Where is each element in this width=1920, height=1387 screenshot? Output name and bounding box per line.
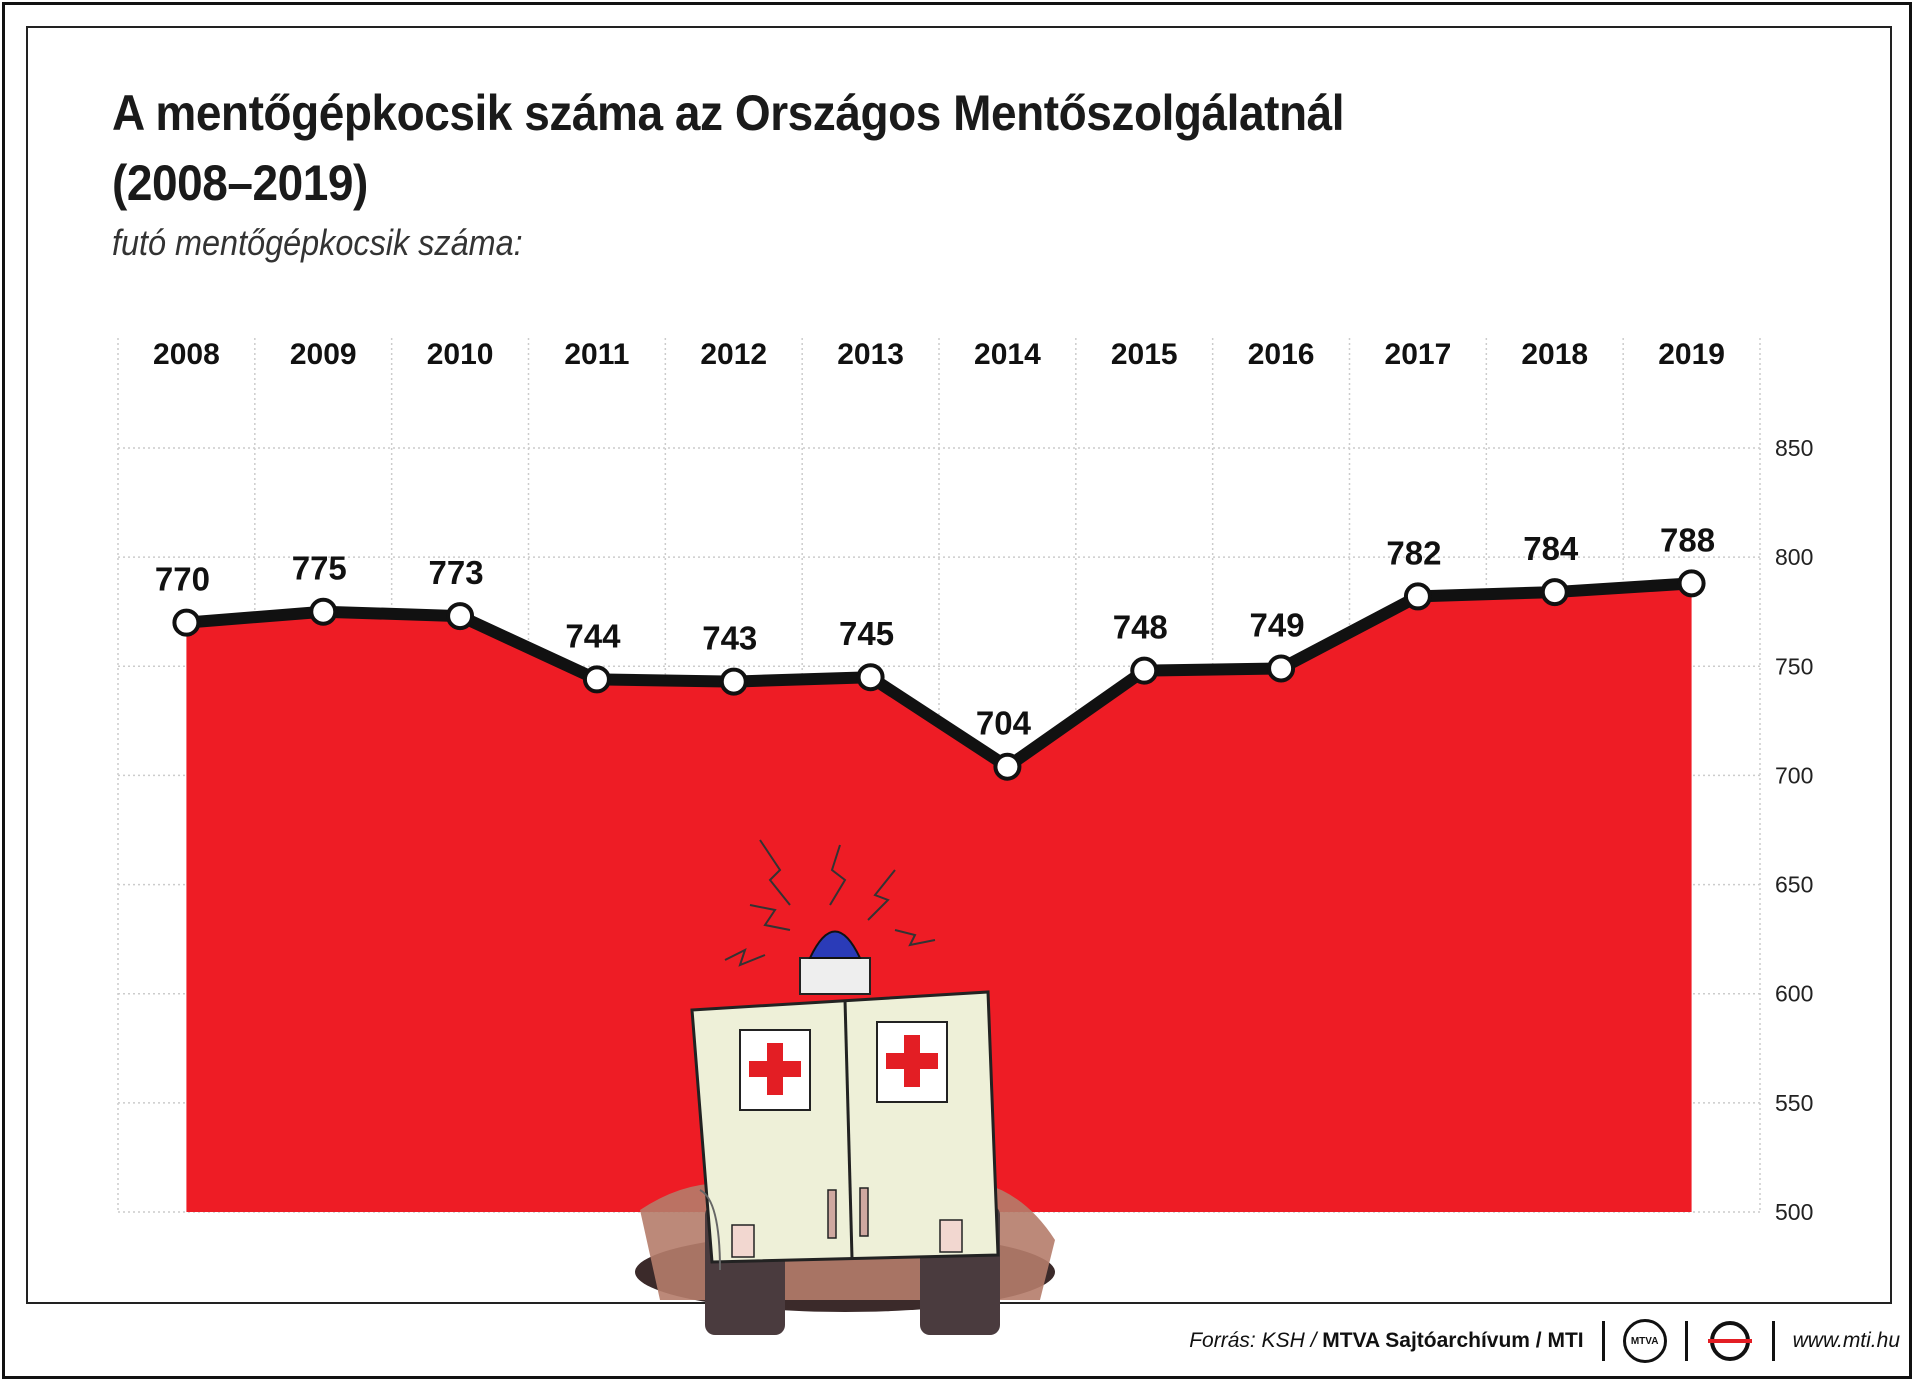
data-point [1540,578,1569,607]
spark-3 [867,869,896,921]
y-tick-label: 500 [1775,1199,1813,1225]
y-axis-labels: 500 550 600 650 700 750 800 850 [1775,435,1813,1225]
source-prefix: Forrás: KSH / [1189,1329,1317,1352]
data-point [993,752,1022,781]
chart-title-line2: (2008–2019) [112,155,368,211]
footer: Forrás: KSH / MTVA Sajtóarchívum / MTI M… [1189,1316,1900,1366]
x-tick-label: 2013 [837,338,904,371]
x-tick-label: 2019 [1658,338,1725,371]
y-tick-label: 650 [1775,872,1813,898]
data-point [1130,656,1159,685]
data-point [172,608,201,637]
data-label: 773 [429,554,484,591]
chart-subtitle: futó mentőgépkocsik száma: [112,222,523,263]
source-text: Forrás: KSH / MTVA Sajtóarchívum / MTI [1189,1329,1583,1353]
chart-title: A mentőgépkocsik száma az Országos Mentő… [112,78,1492,218]
area-fill-group [186,583,1692,1212]
x-tick-label: 2011 [564,338,629,371]
x-tick-label: 2014 [974,338,1041,371]
spark-6 [724,948,766,967]
data-label: 748 [1113,609,1168,646]
left-red-cross [749,1043,801,1095]
mti-logo-icon [1707,1321,1752,1361]
ambulance-icon [635,839,1055,1335]
data-label: 749 [1250,606,1305,643]
data-point [719,667,748,696]
data-point [1267,654,1296,683]
body-shade [699,1189,721,1271]
data-point [856,663,885,692]
mtva-logo-text: MTVA [1630,1335,1659,1347]
right-red-cross [886,1035,938,1087]
tail-light-right [939,1219,963,1253]
series-line-group [185,577,1692,773]
spark-2 [829,844,847,906]
data-point [446,602,475,631]
spark-1 [759,839,791,906]
source-bold: MTVA Sajtóarchívum / MTI [1322,1329,1584,1352]
door-handle-left [827,1189,837,1239]
blue-beacon [808,930,862,959]
ambulance-door-split [843,999,854,1259]
data-label: 743 [702,620,757,657]
divider [1601,1321,1605,1361]
data-labels: 770 775 773 744 743 745 704 748 749 782 784 788 [155,521,1715,741]
data-point [1403,582,1432,611]
x-tick-label: 2016 [1248,338,1315,371]
x-tick-label: 2017 [1385,338,1452,371]
mtva-logo: MTVA [1622,1319,1667,1363]
x-tick-label: 2010 [427,338,494,371]
divider [1684,1321,1688,1361]
tail-light-left [731,1224,755,1258]
y-tick-label: 600 [1775,981,1813,1007]
divider [1771,1321,1775,1361]
x-tick-label: 2008 [153,338,220,371]
data-label: 744 [565,617,621,654]
x-axis-labels: 2008 2009 2010 2011 2012 2013 2014 2015 2016 2017… [153,338,1725,371]
data-point [309,597,338,626]
markers [172,569,1706,781]
spark-5 [894,929,936,947]
chart-title-line1: A mentőgépkocsik száma az Országos Mentő… [112,85,1345,141]
spark-4 [749,904,791,931]
y-tick-label: 800 [1775,544,1813,570]
data-label: 782 [1386,534,1441,571]
data-point [1677,569,1706,598]
data-label: 784 [1523,530,1579,567]
x-tick-label: 2015 [1111,338,1178,371]
data-point [582,665,611,694]
y-tick-label: 850 [1775,435,1813,461]
roof-base [799,957,871,995]
y-tick-label: 700 [1775,762,1813,788]
data-label: 788 [1660,521,1715,558]
area-fill [186,583,1692,1212]
data-label: 745 [839,615,894,652]
data-label: 775 [292,550,347,587]
door-handle-right [859,1187,869,1237]
x-tick-label: 2018 [1521,338,1588,371]
data-label: 704 [976,705,1032,742]
x-tick-label: 2009 [290,338,357,371]
y-tick-label: 550 [1775,1090,1813,1116]
data-label: 770 [155,561,210,598]
y-tick-label: 750 [1775,653,1813,679]
series-line [185,577,1692,773]
x-tick-label: 2012 [700,338,767,371]
website-url: www.mti.hu [1792,1329,1900,1352]
